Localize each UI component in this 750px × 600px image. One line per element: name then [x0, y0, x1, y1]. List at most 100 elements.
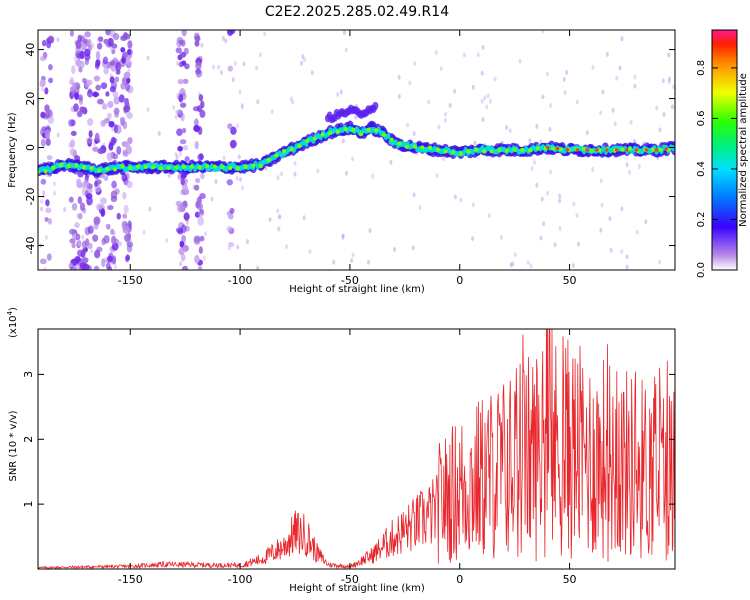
spectrogram-noise-cell	[293, 171, 297, 177]
snr-x-tick-label: 50	[563, 573, 577, 586]
snr-frame	[37, 328, 676, 570]
snr-y-tick-label: 3	[22, 371, 35, 378]
snr-x-tick-label: 0	[456, 573, 463, 586]
spectrogram-ridge-peak	[620, 147, 625, 152]
spectrogram-noise-cell	[350, 257, 354, 263]
spectrogram-band-cell	[194, 40, 200, 47]
spectrogram-noise-cell	[354, 114, 358, 120]
spectrogram-ridge-core	[671, 145, 675, 152]
spectrogram-band-cell	[69, 76, 74, 85]
spectrogram-band-cell	[69, 238, 76, 244]
spectrogram-noise-cell	[493, 76, 497, 82]
colorbar-tick-label: 0.4	[696, 161, 707, 177]
spectrogram-noise-cell	[73, 56, 77, 62]
snr-y-label: SNR (10 * v/v)	[8, 410, 19, 481]
spectrogram-band-cell	[122, 213, 128, 219]
spectrogram-band-cell	[126, 241, 134, 248]
spectrogram-band-cell	[194, 140, 199, 150]
spectrogram-ridge-max	[565, 148, 570, 152]
spectrogram-x-tick-label: 0	[456, 274, 463, 287]
spectrogram-noise-cell	[628, 169, 632, 175]
spectrogram-band-cell	[227, 123, 233, 130]
spectrogram-band-cell	[113, 107, 120, 115]
spectrogram-y-label: Frequency (Hz)	[7, 112, 18, 188]
spectrogram-y-tick-label: 40	[24, 43, 37, 57]
spectrogram-band-cell	[95, 58, 101, 67]
spectrogram-noise-cell	[443, 117, 447, 123]
spectrogram-noise-cell	[473, 140, 477, 146]
spectrogram-band-cell	[44, 129, 51, 138]
spectrogram-noise-cell	[670, 104, 674, 110]
spectrogram-noise-cell	[235, 175, 239, 181]
spectrogram-band-cell	[181, 265, 189, 270]
spectrogram-noise-cell	[412, 192, 416, 198]
spectrogram-noise-cell	[459, 197, 463, 203]
spectrogram-band-cell	[39, 79, 46, 88]
spectrogram-band-cell	[96, 42, 103, 50]
spectrogram-ridge-peak	[135, 164, 140, 169]
spectrogram-noise-cell	[539, 235, 543, 241]
spectrogram-noise-cell	[485, 104, 489, 110]
spectrogram-band-cell	[193, 235, 201, 243]
spectrogram-noise-cell	[481, 117, 485, 123]
spectrogram-ridge-peak	[528, 148, 533, 153]
spectrogram-noise-cell	[341, 234, 345, 240]
spectrogram-ridge-peak	[512, 147, 517, 152]
spectrogram-band-cell	[113, 96, 120, 105]
spectrogram-band-cell	[180, 178, 185, 186]
spectrogram-noise-cell	[52, 181, 56, 187]
spectrogram-ridge-peak	[466, 149, 471, 154]
spectrogram-band-cell	[116, 212, 122, 220]
spectrogram-noise-cell	[618, 65, 622, 71]
spectrogram-band-cell	[119, 116, 126, 123]
spectrogram-band-cell	[71, 242, 76, 249]
spectrogram-band-cell	[100, 208, 105, 217]
spectrogram-band-cell	[94, 132, 100, 142]
spectrogram-band-cell	[45, 207, 52, 214]
spectrogram-noise-cell	[541, 30, 545, 34]
spectrogram-ridge-peak	[159, 166, 164, 171]
spectrogram-band-cell	[123, 233, 131, 242]
spectrogram-noise-cell	[528, 138, 532, 144]
spectrogram-x-tick-label: -100	[228, 274, 253, 287]
spectrogram-noise-cell	[658, 259, 662, 265]
spectrogram-band-cell	[110, 228, 115, 235]
spectrogram-noise-cell	[462, 52, 466, 58]
spectrogram-ridge-peak	[74, 163, 79, 168]
spectrogram-band-cell	[122, 191, 127, 200]
spectrogram-noise-cell	[175, 60, 179, 66]
spectrogram-noise-cell	[558, 198, 562, 204]
spectrogram-band-cell	[46, 253, 52, 261]
spectrogram-ridge-peak	[520, 147, 525, 152]
spectrogram-noise-cell	[224, 38, 228, 44]
spectrogram-band-cell	[70, 139, 76, 148]
spectrogram-band-cell	[197, 216, 205, 226]
spectrogram-ridge-max	[624, 148, 629, 152]
spectrogram-noise-cell	[293, 160, 297, 166]
spectrogram-noise-cell	[40, 206, 44, 212]
spectrogram-band-cell	[69, 228, 76, 235]
spectrogram-ridge-peak	[320, 132, 325, 137]
spectrogram-noise-cell	[529, 263, 533, 269]
spectrogram-noise-cell	[341, 138, 345, 144]
spectrogram-noise-cell	[481, 44, 485, 50]
spectrogram-band-cell	[110, 190, 118, 199]
spectrogram-noise-cell	[480, 98, 484, 104]
spectrogram-band-cell	[175, 47, 182, 54]
spectrogram-noise-cell	[548, 126, 552, 132]
spectrogram-noise-cell	[620, 206, 624, 212]
spectrogram-noise-cell	[256, 265, 260, 270]
spectrogram-noise-cell	[591, 166, 595, 172]
spectrogram-band-cell	[102, 56, 109, 65]
spectrogram-ridge-peak	[220, 165, 225, 170]
spectrogram-ridge-max	[654, 148, 659, 152]
spectrogram-ridge-peak	[651, 147, 656, 152]
spectrogram-noise-cell	[217, 64, 221, 70]
spectrogram-band-cell	[103, 38, 109, 44]
spectrogram-band-cell	[176, 128, 183, 136]
spectrogram-band-cell	[87, 225, 94, 234]
spectrogram-band-cell	[79, 202, 86, 212]
spectrogram-ridge-peak	[405, 145, 410, 150]
spectrogram-noise-cell	[542, 221, 546, 227]
colorbar-tick-label: 0.0	[696, 262, 707, 278]
